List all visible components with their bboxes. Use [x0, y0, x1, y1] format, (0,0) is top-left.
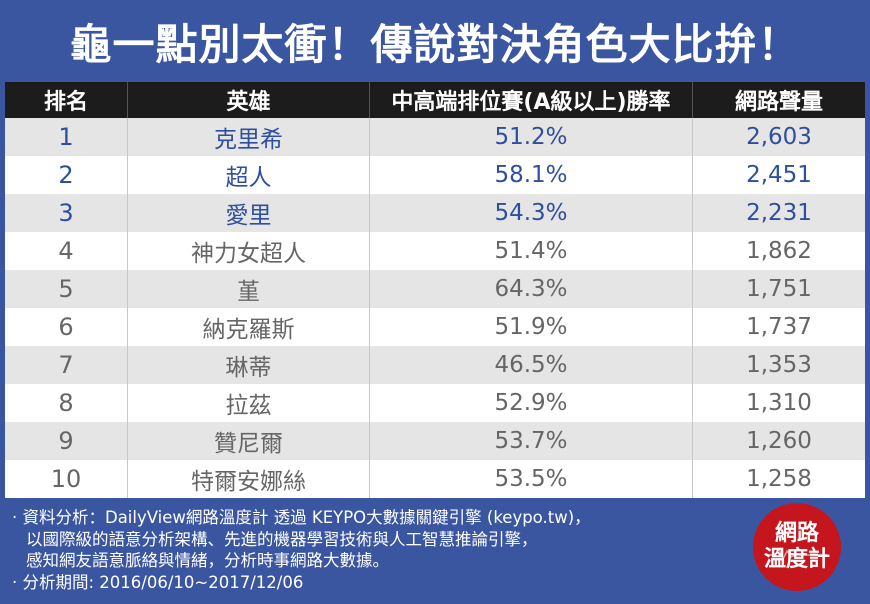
table-row: 3 愛里 54.3% 2,231 — [5, 194, 865, 232]
rank-cell: 10 — [50, 465, 82, 493]
winrate-cell: 46.5% — [369, 346, 692, 384]
table-row: 5 堇 64.3% 1,751 — [5, 270, 865, 308]
header-hero: 英雄 — [127, 82, 369, 118]
rank-cell: 7 — [58, 351, 74, 379]
table-row: 10 特爾安娜絲 53.5% 1,258 — [5, 460, 865, 498]
logo-line: 溫度計 — [763, 547, 830, 572]
header-rank: 排名 — [43, 90, 88, 115]
rank-cell: 5 — [58, 275, 74, 303]
winrate-cell: 58.1% — [369, 156, 692, 194]
hero-cell: 特爾安娜絲 — [127, 460, 369, 498]
table-row: 7 琳蒂 46.5% 1,353 — [5, 346, 865, 384]
hero-cell: 神力女超人 — [127, 232, 369, 270]
table-row: 1 克里希 51.2% 2,603 — [5, 118, 865, 156]
volume-cell: 1,751 — [692, 270, 865, 308]
volume-cell: 1,353 — [692, 346, 865, 384]
rank-cell: 2 — [58, 161, 74, 189]
winrate-cell: 54.3% — [369, 194, 692, 232]
volume-cell: 1,737 — [692, 308, 865, 346]
footer-notes: · 資料分析：DailyView網路溫度計 透過 KEYPO大數據關鍵引擎 (k… — [12, 507, 732, 593]
footer-line: · 資料分析：DailyView網路溫度計 透過 KEYPO大數據關鍵引擎 (k… — [12, 508, 591, 527]
rank-cell: 4 — [58, 237, 74, 265]
rank-cell: 6 — [58, 313, 74, 341]
hero-cell: 愛里 — [127, 194, 369, 232]
rank-cell: 9 — [58, 427, 74, 455]
winrate-cell: 53.7% — [369, 422, 692, 460]
volume-cell: 1,862 — [692, 232, 865, 270]
rank-cell: 3 — [58, 199, 74, 227]
winrate-cell: 51.4% — [369, 232, 692, 270]
table-row: 2 超人 58.1% 2,451 — [5, 156, 865, 194]
volume-cell: 1,310 — [692, 384, 865, 422]
ranking-table: 排名 英雄 中高端排位賽(A級以上)勝率 網路聲量 1 克里希 51.2% 2,… — [5, 82, 865, 498]
table-header: 排名 英雄 中高端排位賽(A級以上)勝率 網路聲量 — [5, 82, 865, 118]
winrate-cell: 53.5% — [369, 460, 692, 498]
volume-cell: 2,603 — [692, 118, 865, 156]
wave-icon — [767, 547, 827, 561]
footer-period: · 分析期間: 2016/06/10~2017/12/06 — [12, 572, 304, 592]
footer-line: 感知網友語意脈絡與情緒，分析時事網路大數據。 — [26, 551, 389, 570]
footer-line: 以國際級的語意分析架構、先進的機器學習技術與人工智慧推論引擎， — [26, 529, 538, 549]
header-winrate: 中高端排位賽(A級以上)勝率 — [369, 82, 692, 118]
hero-cell: 堇 — [127, 270, 369, 308]
hero-cell: 琳蒂 — [127, 346, 369, 384]
winrate-cell: 51.9% — [369, 308, 692, 346]
volume-cell: 2,451 — [692, 156, 865, 194]
winrate-cell: 51.2% — [369, 118, 692, 156]
header-volume: 網路聲量 — [692, 82, 865, 118]
winrate-cell: 52.9% — [369, 384, 692, 422]
hero-cell: 克里希 — [127, 118, 369, 156]
volume-cell: 2,231 — [692, 194, 865, 232]
winrate-cell: 64.3% — [369, 270, 692, 308]
table-row: 9 贊尼爾 53.7% 1,260 — [5, 422, 865, 460]
table-row: 8 拉茲 52.9% 1,310 — [5, 384, 865, 422]
hero-cell: 拉茲 — [127, 384, 369, 422]
hero-cell: 贊尼爾 — [127, 422, 369, 460]
table-row: 4 神力女超人 51.4% 1,862 — [5, 232, 865, 270]
volume-cell: 1,260 — [692, 422, 865, 460]
hero-cell: 超人 — [127, 156, 369, 194]
page-title: 龜一點別太衝！傳說對決角色大比拚！ — [69, 19, 801, 69]
logo-line: 網路 — [774, 521, 819, 546]
table-row: 6 納克羅斯 51.9% 1,737 — [5, 308, 865, 346]
rank-cell: 1 — [58, 123, 74, 151]
volume-cell: 1,258 — [692, 460, 865, 498]
hero-cell: 納克羅斯 — [127, 308, 369, 346]
rank-cell: 8 — [58, 389, 74, 417]
brand-logo: 網路 溫度計 — [753, 503, 841, 591]
